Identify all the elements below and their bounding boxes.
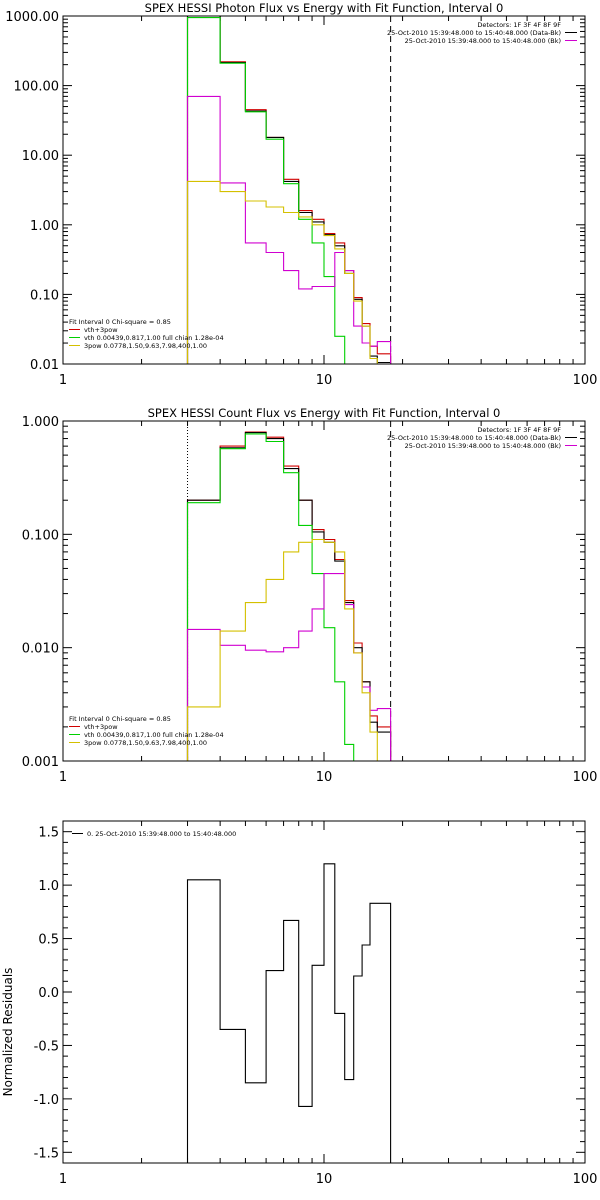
x-tick-label: 1 xyxy=(59,770,67,785)
chart-0: SPEX HESSI Photon Flux vs Energy with Fi… xyxy=(5,1,597,388)
y-tick-label: 1.0 xyxy=(38,879,59,894)
x-tick-label: 1 xyxy=(59,373,67,388)
x-tick-label: 10 xyxy=(316,1172,333,1187)
y-tick-label: 0.100 xyxy=(22,528,59,543)
x-tick-label: 10 xyxy=(316,373,333,388)
y-tick-label: 1.00 xyxy=(30,219,59,234)
fit-legend-text: 3pow 0.0778,1.50,9.63,7.98,400,1.00 xyxy=(84,739,207,747)
y-tick-label: 1000.00 xyxy=(5,10,59,25)
series-group xyxy=(186,16,392,364)
info-legend-text: 25-Oct-2010 15:39:48.000 to 15:40:48.000… xyxy=(387,29,561,37)
series-line-0 xyxy=(186,431,392,761)
chart-1: SPEX HESSI Count Flux vs Energy with Fit… xyxy=(22,406,598,785)
info-legend-text: Detectors: 1F 3F 4F 8F 9F xyxy=(477,21,561,29)
series-line-3 xyxy=(186,95,392,364)
fit-legend-text: vth+3pow xyxy=(84,723,118,731)
chart-title: SPEX HESSI Count Flux vs Energy with Fit… xyxy=(148,406,501,420)
plot-frame xyxy=(62,15,586,365)
fit-legend-text: vth+3pow xyxy=(84,326,118,334)
y-tick-label: 1.000 xyxy=(22,415,59,430)
fit-legend-title: Fit Interval 0 Chi-square = 0.85 xyxy=(69,318,171,326)
y-tick-label: -0.5 xyxy=(34,1039,59,1054)
series-line-0 xyxy=(186,863,392,1163)
y-tick-label: 0.001 xyxy=(22,755,59,770)
series-group xyxy=(186,863,392,1163)
y-tick-label: 100.00 xyxy=(14,80,60,95)
chart-2: Normalized Residuals 1 10 100 -1.5 -1.0 -0.5 0.… xyxy=(1,820,598,1187)
info-legend-text: Detectors: 1F 3F 4F 8F 9F xyxy=(477,426,561,434)
x-tick-label: 100 xyxy=(573,373,598,388)
y-tick-label: 0.0 xyxy=(38,986,59,1001)
fit-legend-text: 3pow 0.0778,1.50,9.63,7.98,400,1.00 xyxy=(84,342,207,350)
series-line-1 xyxy=(186,432,392,761)
x-tick-label: 1 xyxy=(59,1172,67,1187)
fit-legend-text: vth 0.00439,0.817,1.00 full chian 1.28e-… xyxy=(84,731,224,739)
y-tick-label: 1.5 xyxy=(38,826,59,841)
series-group xyxy=(186,431,392,761)
series-line-3 xyxy=(186,573,392,761)
y-tick-label: 0.5 xyxy=(38,933,59,948)
plot-frame xyxy=(62,420,586,762)
info-legend-text: 25-Oct-2010 15:39:48.000 to 15:40:48.000… xyxy=(387,434,561,442)
y-tick-label: 0.01 xyxy=(30,358,59,373)
y-tick-label: -1.0 xyxy=(34,1093,59,1108)
fit-legend-text: vth 0.00439,0.817,1.00 full chian 1.28e-… xyxy=(84,334,224,342)
series-line-2 xyxy=(186,17,346,364)
x-tick-label: 100 xyxy=(573,770,598,785)
plot-frame xyxy=(62,820,586,1164)
info-legend-text: 25-Oct-2010 15:39:48.000 to 15:40:48.000… xyxy=(405,37,561,45)
x-tick-label: 100 xyxy=(573,1172,598,1187)
info-legend-text: 25-Oct-2010 15:39:48.000 to 15:40:48.000… xyxy=(405,442,561,450)
series-line-4 xyxy=(186,538,378,761)
chart-title: SPEX HESSI Photon Flux vs Energy with Fi… xyxy=(145,1,504,15)
y-tick-label: -1.5 xyxy=(34,1146,59,1161)
y-axis-label: Normalized Residuals xyxy=(1,968,15,1097)
y-tick-label: 0.010 xyxy=(22,642,59,657)
info-legend-text: 0. 25-Oct-2010 15:39:48.000 to 15:40:48.… xyxy=(87,830,236,838)
series-line-0 xyxy=(186,16,392,364)
y-tick-label: 0.10 xyxy=(30,288,59,303)
x-tick-label: 10 xyxy=(316,770,333,785)
series-line-2 xyxy=(186,433,355,761)
series-line-4 xyxy=(186,180,378,364)
series-line-1 xyxy=(186,16,392,364)
fit-legend-title: Fit Interval 0 Chi-square = 0.85 xyxy=(69,715,171,723)
y-tick-label: 10.00 xyxy=(22,149,59,164)
